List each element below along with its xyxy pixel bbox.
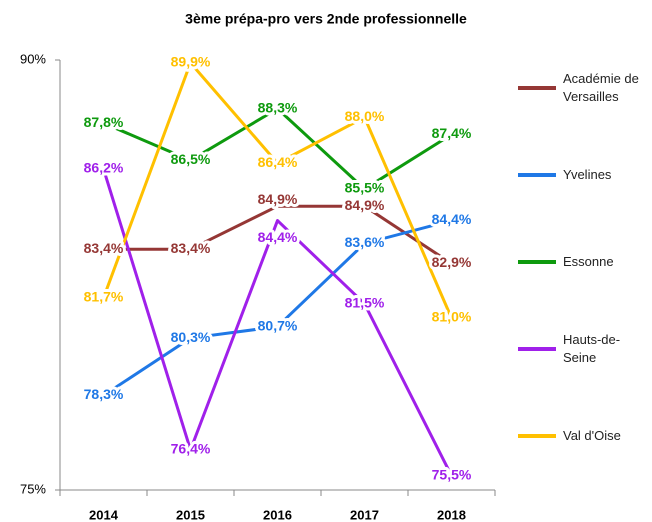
data-label: 85,5% (345, 180, 385, 196)
legend-label: Hauts-de-Seine (563, 332, 621, 365)
data-label: 81,5% (345, 294, 385, 310)
legend-item: Essonne (518, 244, 652, 280)
legend-item: Hauts-de-Seine (518, 331, 652, 367)
data-label: 83,4% (84, 240, 124, 256)
data-label: 84,9% (345, 197, 385, 213)
data-label: 76,4% (171, 441, 211, 457)
data-label: 86,4% (258, 154, 298, 170)
series-line (102, 168, 453, 477)
data-label: 84,4% (432, 211, 472, 227)
legend-label: Académie de Versailles (563, 71, 639, 104)
data-label: 87,4% (432, 125, 472, 141)
y-tick-label: 75% (20, 481, 46, 496)
data-label: 78,3% (84, 386, 124, 402)
data-label: 83,6% (345, 234, 385, 250)
legend-item: Académie de Versailles (518, 70, 652, 106)
legend-swatch (518, 86, 556, 90)
data-label: 88,3% (258, 99, 298, 115)
legend-swatch (518, 434, 556, 438)
data-label: 84,9% (258, 191, 298, 207)
data-label: 86,2% (84, 160, 124, 176)
legend-swatch (518, 260, 556, 264)
data-label: 86,5% (171, 151, 211, 167)
legend-swatch (518, 347, 556, 351)
legend-label: Val d'Oise (563, 428, 621, 443)
legend-label: Yvelines (563, 167, 612, 182)
legend-label: Essonne (563, 254, 614, 269)
data-label: 82,9% (432, 254, 472, 270)
series-line (103, 204, 453, 265)
y-tick-label: 90% (20, 51, 46, 66)
series-line (102, 61, 453, 319)
data-label: 80,7% (258, 317, 298, 333)
x-tick-label: 2014 (89, 507, 119, 522)
x-tick-label: 2016 (263, 507, 292, 522)
data-label: 84,4% (258, 229, 298, 245)
x-tick-label: 2015 (176, 507, 205, 522)
chart-title: 3ème prépa-pro vers 2nde professionnelle (185, 11, 467, 27)
legend-item: Yvelines (518, 157, 652, 193)
data-label: 80,3% (171, 329, 211, 345)
series-line (102, 107, 453, 191)
legend-swatch (518, 173, 556, 177)
legend-item: Val d'Oise (518, 418, 652, 454)
data-label: 81,7% (84, 289, 124, 305)
data-label: 83,4% (171, 240, 211, 256)
data-label: 81,0% (432, 309, 472, 325)
data-label: 87,8% (84, 114, 124, 130)
x-tick-label: 2017 (350, 507, 379, 522)
x-tick-label: 2018 (437, 507, 466, 522)
data-label: 75,5% (432, 466, 472, 482)
data-label: 89,9% (171, 54, 211, 70)
data-label: 88,0% (345, 108, 385, 124)
